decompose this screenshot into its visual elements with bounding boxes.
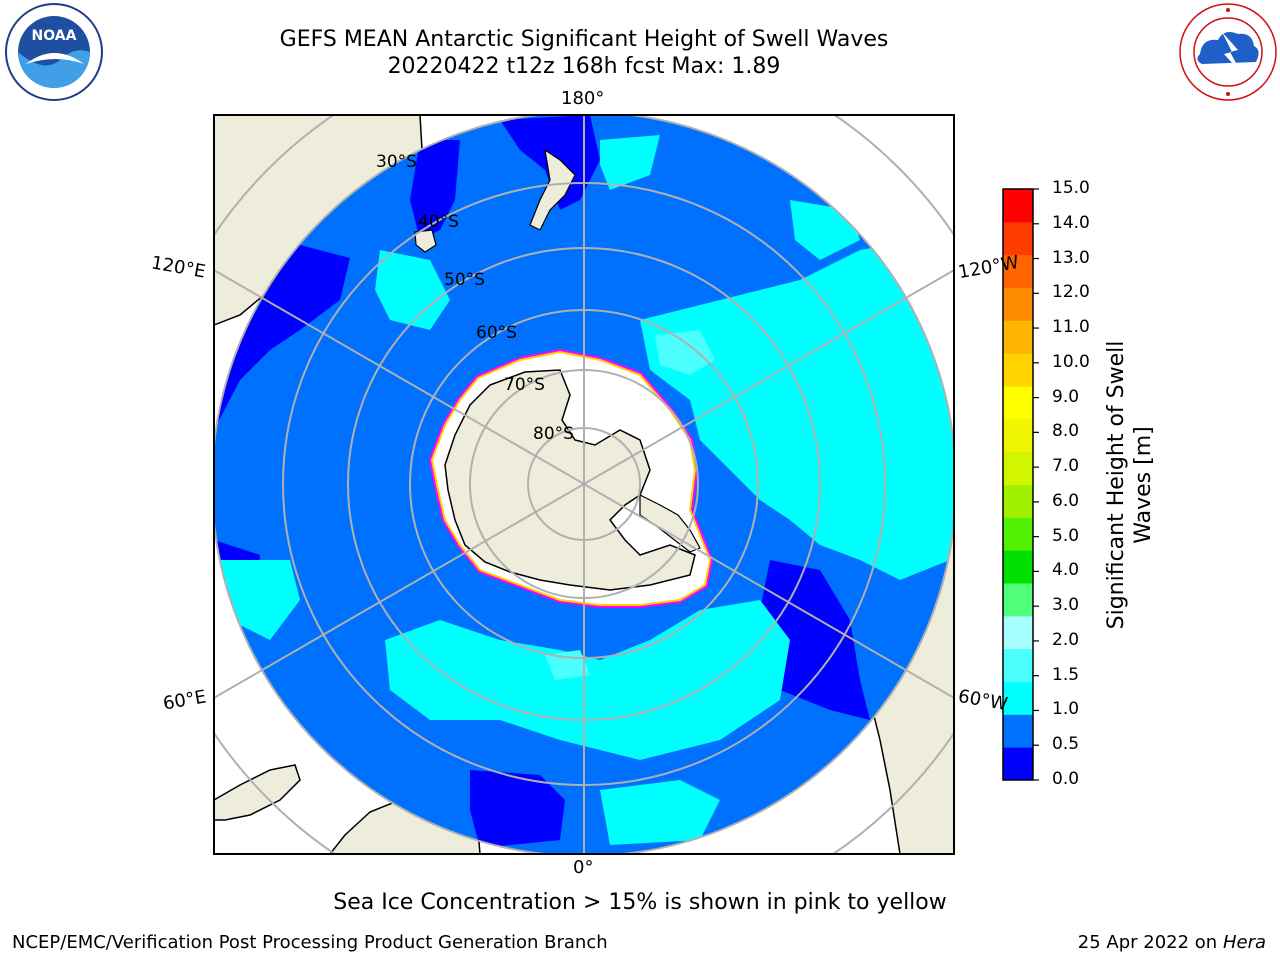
antarctica-land (444, 369, 696, 591)
colorbar-tick-label: 5.0 (1052, 525, 1080, 546)
colorbar-segment (1003, 583, 1033, 617)
swell-high-patch (655, 330, 715, 375)
colorbar-tick-label: 14.0 (1052, 212, 1090, 233)
colorbar (1003, 188, 1039, 781)
colorbar-segment (1003, 648, 1033, 682)
lat-label-80s: 80°S (533, 424, 574, 444)
colorbar-segment (1003, 254, 1033, 288)
meridian-lines (214, 115, 954, 854)
colorbar-tick-label: 0.0 (1052, 769, 1080, 789)
nws-logo (1179, 3, 1277, 101)
lon-label-0: 0° (573, 857, 594, 878)
map-frame (213, 114, 955, 855)
lat-label-50s: 50°S (444, 270, 485, 290)
tasmania-land (414, 229, 437, 253)
lon-label-180: 180° (561, 88, 605, 109)
footer-date-text: 25 Apr 2022 on (1077, 932, 1223, 953)
colorbar-segment (1003, 287, 1033, 321)
colorbar-tick-label: 7.0 (1052, 456, 1080, 477)
colorbar-segment (1003, 320, 1033, 354)
colorbar-segment (1003, 189, 1033, 223)
lat-label-30s: 30°S (376, 152, 417, 172)
colorbar-tick-label: 2.0 (1052, 629, 1080, 650)
colorbar-title-line2: Waves [m] (1131, 426, 1156, 544)
swell-mid-pacific (640, 240, 954, 580)
colorbar-tick-label: 8.0 (1052, 421, 1080, 442)
colorbar-tick-label: 15.0 (1052, 178, 1090, 198)
swell-mid-south (600, 780, 720, 845)
colorbar-tick-label: 13.0 (1052, 247, 1090, 268)
colorbar-segment (1003, 451, 1033, 485)
colorbar-title: Significant Height of Swell Waves [m] (1103, 341, 1157, 630)
colorbar-segment (1003, 353, 1033, 387)
footer-host: Hera (1222, 932, 1266, 953)
colorbar-segment (1003, 484, 1033, 518)
colorbar-tick-label: 0.5 (1052, 734, 1080, 755)
lat-label-40s: 40°S (418, 212, 459, 232)
sea-ice-note: Sea Ice Concentration > 15% is shown in … (333, 890, 947, 915)
swell-mid-ne (600, 135, 660, 190)
swell-mid-west (375, 250, 450, 330)
swell-mid-sw (220, 560, 300, 640)
footer-branch: NCEP/EMC/Verification Post Processing Pr… (12, 932, 608, 953)
colorbar-tick-label: 4.0 (1052, 560, 1080, 581)
lat-label-60s: 60°S (476, 323, 517, 343)
colorbar-tick-label: 9.0 (1052, 386, 1080, 407)
colorbar-tick-label: 12.0 (1052, 282, 1090, 303)
colorbar-segment (1003, 517, 1033, 551)
colorbar-segment (1003, 714, 1033, 748)
swell-mid-indian (385, 600, 790, 760)
new-zealand-land (529, 148, 576, 231)
colorbar-tick-label: 1.5 (1052, 664, 1080, 685)
colorbar-segment (1003, 221, 1033, 256)
colorbar-segment (1003, 386, 1033, 420)
colorbar-tick-label: 6.0 (1052, 490, 1080, 511)
swell-low-atlantic (470, 770, 565, 848)
colorbar-segment (1003, 747, 1033, 781)
colorbar-title-line1: Significant Height of Swell (1104, 340, 1129, 630)
colorbar-tick-label: 11.0 (1052, 317, 1090, 338)
colorbar-tick-label: 3.0 (1052, 595, 1080, 616)
colorbar-segment (1003, 681, 1033, 715)
colorbar-segment (1003, 418, 1033, 453)
colorbar-tick-label: 1.0 (1052, 699, 1080, 720)
footer-date: 25 Apr 2022 on Hera (1078, 932, 1266, 953)
chart-subtitle: 20220422 t12z 168h fcst Max: 1.89 (387, 54, 781, 79)
lat-label-70s: 70°S (504, 375, 545, 395)
noaa-logo: NOAA (5, 3, 103, 101)
svg-text:NOAA: NOAA (32, 28, 77, 44)
colorbar-segment (1003, 550, 1033, 584)
colorbar-frame (1002, 188, 1034, 781)
chart-title: GEFS MEAN Antarctic Significant Height o… (279, 27, 889, 52)
madagascar-land (214, 764, 301, 821)
colorbar-tick-label: 10.0 (1052, 351, 1090, 372)
colorbar-segment (1003, 615, 1033, 650)
